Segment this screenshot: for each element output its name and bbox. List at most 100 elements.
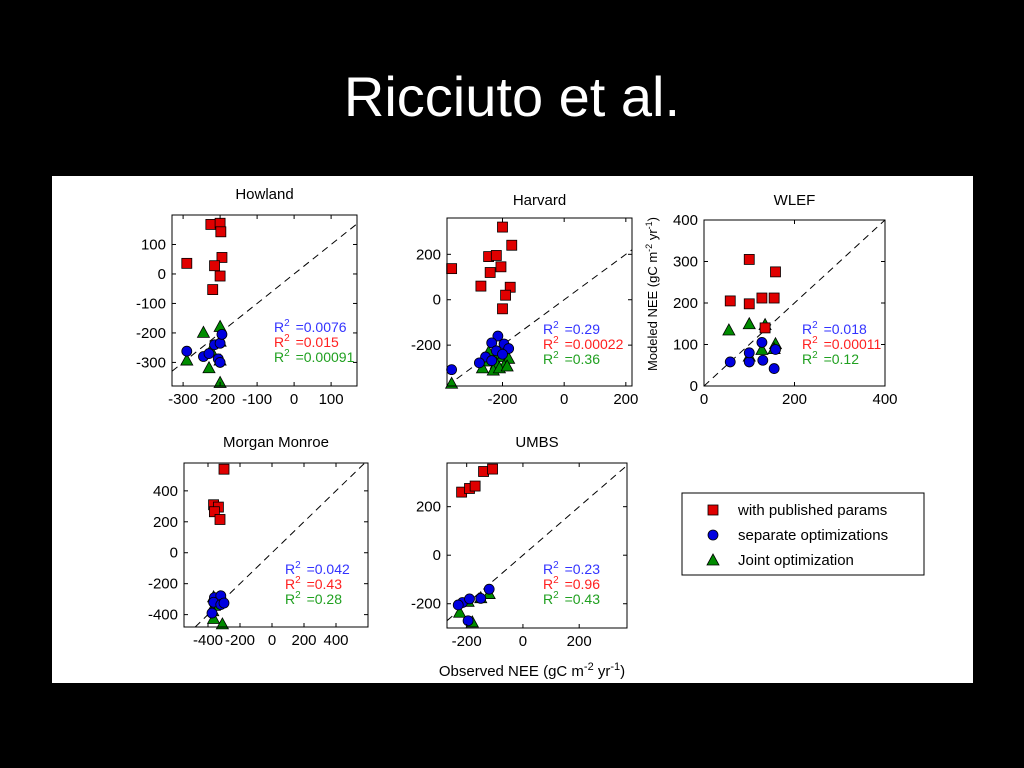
legend-entry-joint: Joint optimization — [706, 552, 854, 569]
data-point-published — [497, 303, 508, 315]
chart-panel-morgan-monroe: Morgan Monroe-400 -200 0 200 4004002000-200-… — [148, 434, 369, 649]
x-tick-label: 0 — [519, 633, 527, 650]
data-point-separate — [757, 354, 769, 366]
data-point-separate — [756, 337, 768, 348]
figure-panel: Howland -300 -200 -100 0 100 100 0 -100 -200 -300 R… — [52, 176, 973, 683]
legend-label: Joint optimization — [738, 552, 854, 569]
data-point-separate — [206, 607, 218, 619]
x-axis-label: Observed NEE (gC m-2 yr-1) — [439, 661, 625, 680]
y-tick-label: 300 — [673, 254, 698, 271]
plot-frame — [183, 462, 369, 628]
chart-title: UMBS — [515, 434, 558, 451]
x-tick-label: -200 — [452, 633, 482, 650]
data-point-published — [484, 267, 496, 278]
data-point-separate — [214, 337, 226, 349]
chart-title: Howland — [235, 186, 293, 203]
chart-title: Morgan Monroe — [223, 434, 329, 451]
slide-title: Ricciuto et al. — [343, 65, 681, 128]
x-tick-label: -100 — [242, 391, 272, 408]
data-point-separate — [492, 330, 504, 342]
r2-annotation-separate: R2 =0.0076 — [274, 318, 347, 335]
data-point-separate — [181, 345, 193, 357]
x-tick-label: -200 — [487, 391, 517, 408]
r2-annotation-separate: R2 =0.29 — [543, 320, 600, 337]
x-tick-label: 100 — [319, 391, 344, 408]
y-tick-label: 0 — [690, 378, 698, 395]
data-point-published — [490, 250, 502, 261]
x-tick-label: 0 — [290, 391, 298, 408]
data-point-published — [756, 292, 768, 304]
data-point-joint — [742, 316, 756, 330]
x-tick-label: 400 — [323, 632, 348, 649]
data-point-separate — [218, 597, 230, 609]
data-point-published — [469, 480, 481, 492]
chart-panel-howland: Howland -300 -200 -100 0 100 100 0 -100 -200 -300 R… — [136, 186, 358, 408]
legend-entries: with published params separate optimizati… — [706, 502, 888, 569]
data-point-published — [487, 463, 498, 475]
r2-annotation-published: R2 =0.00011 — [802, 335, 882, 352]
data-point-joint — [215, 617, 230, 630]
r2-annotation-separate: R2 =0.042 — [285, 560, 350, 577]
y-tick-label: 200 — [416, 246, 441, 263]
data-point-published — [478, 466, 489, 477]
data-point-published — [207, 284, 219, 295]
data-point-separate — [770, 344, 781, 355]
x-tick-label: 0 — [268, 632, 276, 649]
data-point-separate — [483, 583, 495, 595]
data-point-separate — [452, 599, 464, 611]
data-point-separate — [203, 348, 215, 359]
y-tick-label: 400 — [673, 212, 698, 229]
data-point-published — [218, 463, 230, 475]
figure-svg: Howland -300 -200 -100 0 100 100 0 -100 -200 -300 R… — [136, 186, 925, 680]
x-tick-label: 400 — [872, 391, 897, 408]
x-tick-label: 200 — [567, 633, 592, 650]
data-point-joint — [452, 605, 467, 618]
legend-marker-published — [707, 504, 719, 516]
y-tick-label: 200 — [673, 295, 698, 312]
legend-box — [681, 492, 925, 576]
x-tick-label: -400 — [193, 632, 223, 649]
data-point-joint — [196, 325, 211, 338]
x-tick-label: 0 — [560, 391, 568, 408]
data-point-separate — [724, 356, 736, 368]
r2-annotation-joint: R2 =0.12 — [802, 350, 859, 367]
y-tick-label: 400 — [153, 483, 178, 500]
y-tick-label: 0 — [158, 266, 166, 283]
data-point-separate — [743, 356, 755, 368]
x-tick-label: -300 — [168, 391, 198, 408]
chart-title: WLEF — [774, 192, 816, 209]
data-point-published — [506, 239, 518, 251]
y-tick-label: 0 — [170, 545, 178, 562]
data-point-published — [743, 298, 755, 310]
y-tick-label: -200 — [411, 337, 441, 354]
plot-frame — [171, 214, 358, 387]
data-point-joint — [213, 375, 227, 388]
data-point-published — [475, 280, 487, 292]
legend: with published params separate optimizati… — [681, 492, 925, 576]
r2-annotation-joint: R2 =0.28 — [285, 590, 342, 607]
data-point-separate — [743, 347, 755, 359]
panels-layer: Howland -300 -200 -100 0 100 100 0 -100 -200 -300 R… — [136, 186, 898, 650]
data-point-joint — [755, 342, 769, 355]
r2-annotation-published: R2 =0.015 — [274, 333, 339, 350]
r2-annotation-joint: R2 =0.43 — [543, 590, 600, 607]
y-tick-label: -100 — [136, 295, 166, 312]
y-tick-label: 200 — [416, 499, 441, 516]
data-point-published — [214, 514, 226, 525]
legend-marker-separate — [707, 529, 719, 541]
data-point-published — [205, 219, 217, 230]
y-tick-label: -200 — [136, 325, 166, 342]
legend-label: with published params — [737, 502, 887, 519]
r2-annotation-published: R2 =0.00022 — [543, 335, 624, 352]
legend-entry-separate: separate optimizations — [707, 527, 888, 544]
x-tick-label: -200 — [205, 391, 235, 408]
data-point-published — [208, 506, 220, 518]
data-point-published — [768, 292, 780, 304]
plot-frame — [446, 462, 628, 629]
x-tick-label: 200 — [291, 632, 316, 649]
data-point-published — [446, 263, 458, 275]
data-point-published — [500, 289, 511, 301]
y-tick-label: 0 — [433, 547, 441, 564]
